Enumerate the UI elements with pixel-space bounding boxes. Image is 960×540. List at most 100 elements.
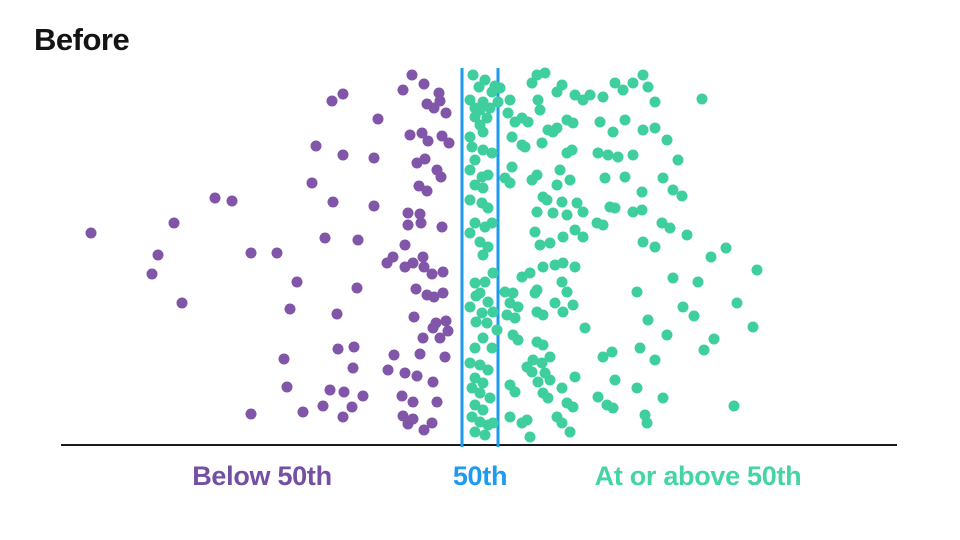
data-dot-purple xyxy=(404,129,416,141)
data-dot-purple xyxy=(402,219,414,231)
data-dot-purple xyxy=(324,384,336,396)
data-dot-green xyxy=(728,400,740,412)
data-dot-green xyxy=(556,382,568,394)
data-dot-green xyxy=(529,226,541,238)
data-dot-green xyxy=(544,374,556,386)
data-dot-purple xyxy=(428,102,440,114)
data-dot-green xyxy=(464,357,476,369)
data-dot-green xyxy=(522,116,534,128)
data-dot-green xyxy=(482,169,494,181)
data-dot-green xyxy=(531,306,543,318)
data-dot-purple xyxy=(416,127,428,139)
data-dot-green xyxy=(708,333,720,345)
data-dot-green xyxy=(569,261,581,273)
data-dot-green xyxy=(592,147,604,159)
data-dot-green xyxy=(664,222,676,234)
data-dot-green xyxy=(609,77,621,89)
data-dot-green xyxy=(731,297,743,309)
data-dot-green xyxy=(521,361,533,373)
data-dot-purple xyxy=(388,349,400,361)
data-dot-purple xyxy=(284,303,296,315)
data-dot-green xyxy=(477,377,489,389)
data-dot-green xyxy=(557,231,569,243)
data-dot-green xyxy=(482,241,494,253)
data-dot-green xyxy=(549,259,561,271)
data-dot-purple xyxy=(418,424,430,436)
data-dot-green xyxy=(569,89,581,101)
data-dot-purple xyxy=(327,196,339,208)
data-dot-green xyxy=(657,392,669,404)
data-dot-purple xyxy=(346,401,358,413)
data-dot-green xyxy=(486,217,498,229)
data-dot-green xyxy=(561,286,573,298)
data-dot-green xyxy=(487,417,499,429)
data-dot-green xyxy=(656,217,668,229)
data-dot-purple xyxy=(413,180,425,192)
percentile-line-left xyxy=(460,68,464,447)
data-dot-green xyxy=(667,184,679,196)
data-dot-green xyxy=(551,179,563,191)
data-dot-green xyxy=(539,367,551,379)
data-dot-green xyxy=(661,134,673,146)
data-dot-green xyxy=(504,297,516,309)
data-dot-green xyxy=(551,122,563,134)
data-dot-green xyxy=(476,307,488,319)
data-dot-green xyxy=(524,267,536,279)
data-dot-purple xyxy=(418,78,430,90)
data-dot-green xyxy=(481,112,493,124)
data-dot-green xyxy=(566,144,578,156)
data-dot-green xyxy=(526,174,538,186)
data-dot-purple xyxy=(427,376,439,388)
data-dot-purple xyxy=(435,171,447,183)
data-dot-green xyxy=(649,96,661,108)
data-dot-green xyxy=(512,301,524,313)
data-dot-purple xyxy=(271,247,283,259)
data-dot-green xyxy=(474,359,486,371)
data-dot-green xyxy=(487,267,499,279)
data-dot-green xyxy=(597,91,609,103)
data-dot-green xyxy=(491,324,503,336)
data-dot-purple xyxy=(382,364,394,376)
data-dot-green xyxy=(469,399,481,411)
data-dot-green xyxy=(464,301,476,313)
data-dot-purple xyxy=(419,153,431,165)
data-dot-green xyxy=(466,411,478,423)
data-dot-purple xyxy=(399,239,411,251)
data-dot-green xyxy=(551,411,563,423)
data-dot-purple xyxy=(338,386,350,398)
data-dot-green xyxy=(531,206,543,218)
data-dot-green xyxy=(577,231,589,243)
data-dot-green xyxy=(601,399,613,411)
data-dot-green xyxy=(477,144,489,156)
data-dot-green xyxy=(504,411,516,423)
data-dot-green xyxy=(607,402,619,414)
data-dot-purple xyxy=(319,232,331,244)
data-dot-purple xyxy=(414,208,426,220)
data-dot-green xyxy=(705,251,717,263)
data-dot-green xyxy=(537,309,549,321)
data-dot-purple xyxy=(436,130,448,142)
data-dot-purple xyxy=(399,261,411,273)
data-dot-green xyxy=(544,237,556,249)
data-dot-green xyxy=(519,141,531,153)
data-dot-green xyxy=(469,179,481,191)
data-dot-green xyxy=(747,321,759,333)
data-dot-green xyxy=(504,94,516,106)
data-dot-green xyxy=(469,372,481,384)
data-dot-green xyxy=(549,297,561,309)
data-dot-green xyxy=(477,126,489,138)
data-dot-green xyxy=(649,122,661,134)
data-dot-green xyxy=(612,151,624,163)
data-dot-green xyxy=(642,81,654,93)
data-dot-purple xyxy=(399,367,411,379)
data-dot-purple xyxy=(434,95,446,107)
data-dot-green xyxy=(681,229,693,241)
data-dot-green xyxy=(484,392,496,404)
data-dot-green xyxy=(636,186,648,198)
data-dot-purple xyxy=(278,353,290,365)
data-dot-green xyxy=(591,217,603,229)
data-dot-green xyxy=(477,96,489,108)
data-dot-purple xyxy=(436,221,448,233)
data-dot-green xyxy=(477,249,489,261)
